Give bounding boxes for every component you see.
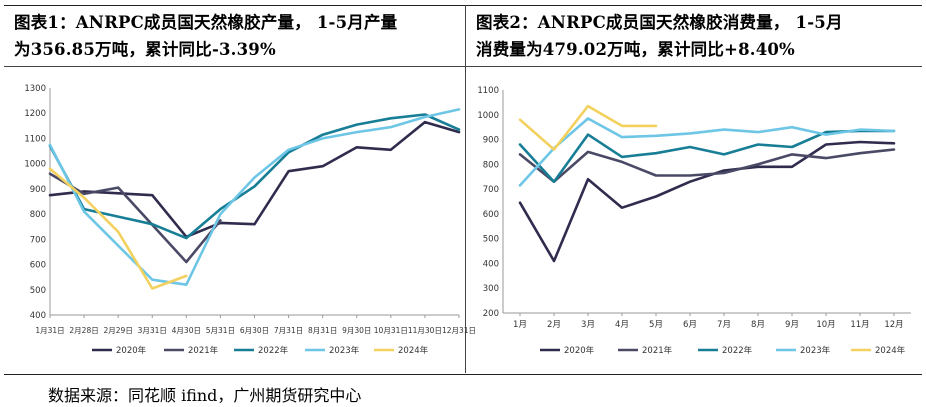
series-line-2021年: [518, 148, 896, 183]
x-tick-label: 4月30日: [172, 326, 201, 335]
y-tick-label: 900: [483, 136, 499, 146]
x-tick-label: 12月31日: [442, 326, 476, 335]
legend-label: 2023年: [329, 345, 360, 356]
title-rule: [4, 66, 465, 67]
x-tick-label: 7月31日: [274, 326, 303, 335]
y-tick-label: 1000: [24, 160, 46, 170]
x-tick-label: 3月: [581, 320, 595, 330]
y-tick-label: 1100: [477, 86, 499, 96]
x-tick-label: 1月: [513, 320, 527, 330]
x-tick-label: 11月30日: [408, 326, 442, 335]
x-tick-label: 10月31日: [374, 326, 408, 335]
x-tick-label: 8月: [751, 320, 765, 330]
x-tick-label: 9月: [785, 320, 799, 330]
y-tick-label: 1300: [24, 84, 46, 94]
y-tick-label: 700: [483, 185, 499, 195]
x-tick-label: 12月: [884, 320, 903, 330]
series-line-2023年: [48, 108, 461, 286]
y-tick-label: 800: [483, 160, 499, 170]
x-tick-label: 5月: [649, 320, 663, 330]
series-line-2020年: [48, 120, 461, 239]
x-tick-label: 3月31日: [138, 326, 167, 335]
y-tick-label: 700: [30, 235, 46, 245]
legend-label: 2022年: [258, 345, 289, 356]
y-tick-label: 300: [483, 284, 499, 294]
series-line-2024年: [48, 167, 188, 290]
x-tick-label: 6月: [683, 320, 697, 330]
x-tick-label: 8月31日: [308, 326, 337, 335]
x-tick-label: 9月30日: [342, 326, 371, 335]
chart-title-line: 图表1：ANRPC成员国天然橡胶产量， 1-5月产量: [14, 13, 398, 32]
x-tick-label: 6月30日: [240, 326, 269, 335]
y-tick-label: 500: [30, 286, 46, 296]
legend-label: 2021年: [642, 345, 673, 356]
title-rule: [466, 66, 922, 67]
y-tick-label: 1000: [477, 111, 499, 121]
legend-label: 2022年: [722, 345, 753, 356]
y-tick-label: 200: [483, 309, 499, 319]
panel-divider: [465, 5, 466, 373]
y-tick-label: 600: [30, 261, 46, 271]
legend-label: 2020年: [116, 345, 147, 356]
chart-title-consumption: 图表2：ANRPC成员国天然橡胶消费量， 1-5月 消费量为479.02万吨，累…: [476, 9, 916, 63]
y-tick-label: 400: [30, 311, 46, 321]
series-line-2023年: [518, 117, 896, 187]
chart-title-line: 图表2：ANRPC成员国天然橡胶消费量， 1-5月: [476, 13, 843, 32]
legend-label: 2021年: [188, 345, 219, 356]
series-line-2024年: [518, 104, 658, 151]
y-tick-label: 1200: [24, 109, 46, 119]
panel-consumption: 图表2：ANRPC成员国天然橡胶消费量， 1-5月 消费量为479.02万吨，累…: [466, 5, 922, 373]
x-tick-label: 10月: [816, 320, 835, 330]
legend-label: 2023年: [800, 345, 831, 356]
y-tick-label: 600: [483, 210, 499, 220]
series-line-2020年: [518, 140, 896, 263]
legend-label: 2020年: [564, 345, 595, 356]
chart-title-line: 为356.85万吨，累计同比-3.39%: [14, 40, 276, 59]
production-line-chart: 400 500 600 700 800 900 1000 1100 1200 1300 1月31日 2…: [24, 84, 476, 356]
x-tick-label: 2月28日: [69, 326, 98, 335]
x-tick-label: 11月: [850, 320, 869, 330]
series-line-2022年: [48, 113, 461, 240]
series-line-2022年: [518, 129, 896, 183]
x-tick-label: 1月31日: [35, 326, 64, 335]
series-line-2021年: [48, 172, 222, 264]
x-tick-label: 2月29日: [104, 326, 133, 335]
x-tick-label: 5月31日: [206, 326, 235, 335]
chart-title-production: 图表1：ANRPC成员国天然橡胶产量， 1-5月产量 为356.85万吨，累计同…: [14, 9, 454, 63]
x-tick-label: 4月: [615, 320, 629, 330]
y-tick-label: 400: [483, 259, 499, 269]
legend-label: 2024年: [398, 345, 429, 356]
consumption-line-chart: 200 300 400 500 600 700 800 900 1000 1100 1月 2月 3月 4月…: [477, 86, 911, 356]
legend-label: 2024年: [875, 345, 906, 356]
chart-title-line: 消费量为479.02万吨，累计同比+8.40%: [476, 40, 795, 59]
x-tick-label: 2月: [547, 320, 561, 330]
panel-production: 图表1：ANRPC成员国天然橡胶产量， 1-5月产量 为356.85万吨，累计同…: [4, 5, 476, 373]
y-tick-label: 800: [30, 210, 46, 220]
figure-frame: [4, 5, 922, 375]
y-tick-label: 500: [483, 235, 499, 245]
x-tick-label: 7月: [717, 320, 731, 330]
data-source-note: 数据来源：同花顺 ifind，广州期货研究中心: [48, 386, 362, 405]
y-tick-label: 1100: [24, 134, 46, 144]
y-tick-label: 900: [30, 185, 46, 195]
